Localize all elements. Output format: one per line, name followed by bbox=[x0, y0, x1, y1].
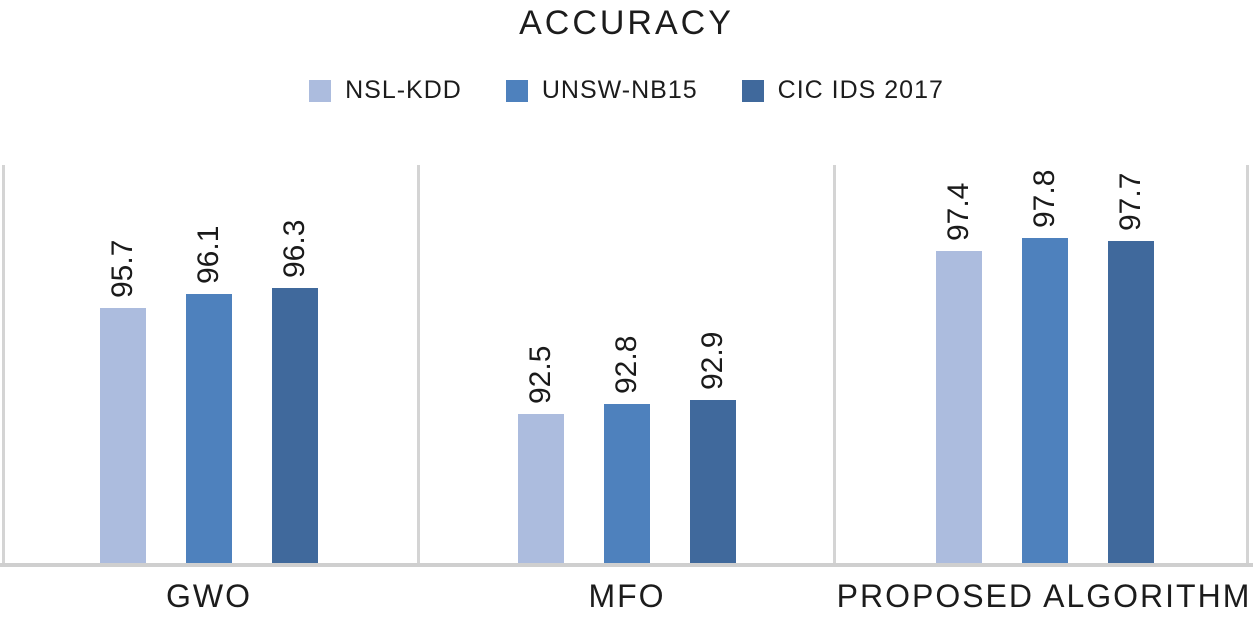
bar-cic-ids-2017-mfo bbox=[689, 400, 736, 563]
legend-swatch-icon bbox=[741, 79, 764, 102]
plot-area: 95.7 96.1 96.3 92.5 92.8 92.9 97.4 97.8 97.7 bbox=[0, 165, 1253, 563]
category-label-proposed-algorithm: PROPOSED ALGORITHM bbox=[836, 578, 1252, 614]
axis-line-left bbox=[2, 165, 5, 563]
legend-swatch-icon bbox=[309, 79, 332, 102]
bar-unsw-nb15-gwo bbox=[185, 294, 232, 563]
legend-label: NSL-KDD bbox=[345, 76, 462, 104]
category-separator-2 bbox=[833, 165, 836, 563]
legend-swatch-icon bbox=[505, 79, 528, 102]
legend: NSL-KDD UNSW-NB15 CIC IDS 2017 bbox=[0, 76, 1253, 105]
legend-label: UNSW-NB15 bbox=[541, 76, 698, 104]
bar-unsw-nb15-proposed-algorithm bbox=[1021, 237, 1068, 563]
chart-title: ACCURACY bbox=[519, 4, 734, 42]
legend-item-cic-ids-2017: CIC IDS 2017 bbox=[741, 76, 944, 105]
x-axis-line bbox=[0, 563, 1253, 567]
category-label-mfo: MFO bbox=[588, 578, 666, 614]
axis-line-right bbox=[1246, 165, 1249, 563]
legend-item-unsw-nb15: UNSW-NB15 bbox=[505, 76, 698, 105]
bar-cic-ids-2017-proposed-algorithm bbox=[1107, 241, 1154, 563]
bar-nsl-kdd-proposed-algorithm bbox=[935, 251, 982, 563]
legend-label: CIC IDS 2017 bbox=[777, 76, 944, 104]
category-label-gwo: GWO bbox=[166, 578, 252, 614]
category-separator-1 bbox=[417, 165, 420, 563]
bar-unsw-nb15-mfo bbox=[603, 403, 650, 563]
legend-item-nsl-kdd: NSL-KDD bbox=[309, 76, 462, 105]
bar-nsl-kdd-gwo bbox=[99, 307, 146, 563]
bar-cic-ids-2017-gwo bbox=[271, 287, 318, 563]
bar-nsl-kdd-mfo bbox=[517, 413, 564, 563]
